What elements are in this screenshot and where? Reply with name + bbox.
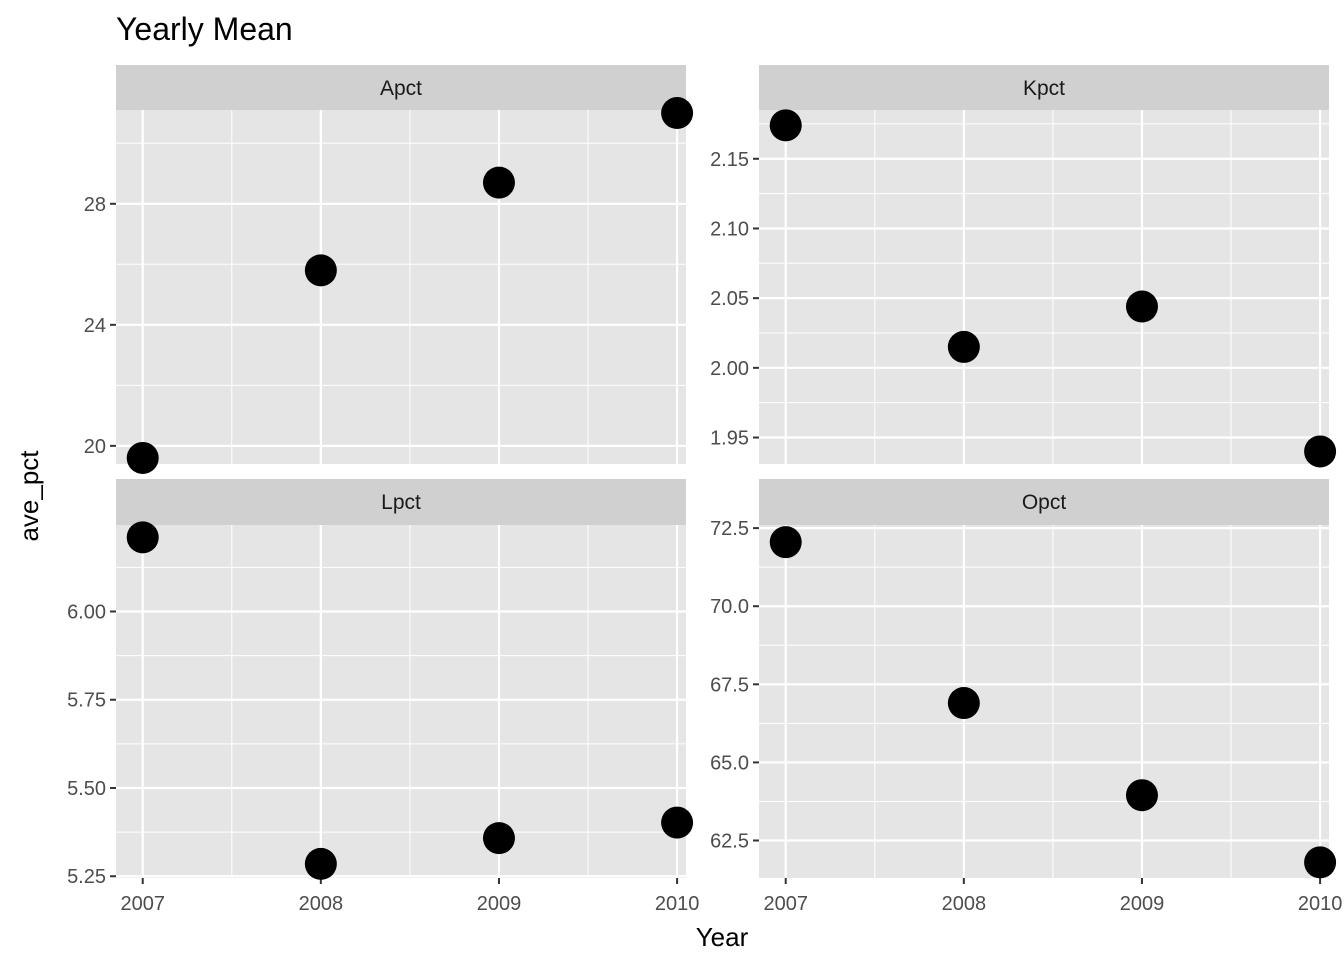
y-tick-label: 5.75 xyxy=(67,690,106,712)
x-axis-title: Year xyxy=(696,922,749,952)
data-point xyxy=(126,521,159,554)
grid-lines xyxy=(759,525,1329,878)
facet-panel-apct: Apct 20 24 28 xyxy=(84,65,694,474)
panel-background xyxy=(759,110,1329,464)
data-point xyxy=(661,97,694,130)
y-tick-label: 28 xyxy=(84,194,106,216)
facet-strip-label: Kpct xyxy=(1023,77,1065,100)
data-point xyxy=(1304,846,1337,879)
data-point xyxy=(304,254,337,287)
facet-strip xyxy=(116,479,686,525)
data-point xyxy=(1125,290,1158,323)
data-point xyxy=(947,687,980,720)
facet-strip-label: Apct xyxy=(380,77,422,100)
x-tick-label: 2008 xyxy=(942,893,987,915)
x-tick-label: 2007 xyxy=(120,893,165,915)
facet-strip xyxy=(759,479,1329,525)
data-point xyxy=(1125,779,1158,812)
data-point xyxy=(1304,435,1337,468)
chart-title: Yearly Mean xyxy=(116,11,293,47)
y-tick-label: 5.25 xyxy=(67,866,106,888)
facet-strip xyxy=(759,65,1329,110)
data-point xyxy=(947,330,980,363)
facet-panel-lpct: Lpct 5.25 5.50 5.75 6.00 2007 2008 2009 2010 xyxy=(67,479,699,915)
y-tick-label: 2.05 xyxy=(710,288,749,310)
panel-background xyxy=(759,525,1329,878)
data-point xyxy=(304,847,337,880)
data-point xyxy=(769,109,802,142)
panel-background xyxy=(116,525,686,878)
x-tick-label: 2009 xyxy=(1120,893,1165,915)
y-tick-label: 2.10 xyxy=(710,218,749,240)
data-point xyxy=(661,806,694,839)
y-tick-label: 70.0 xyxy=(710,596,749,618)
x-tick-label: 2010 xyxy=(1298,893,1343,915)
grid-lines xyxy=(759,110,1329,464)
y-tick-label: 67.5 xyxy=(710,674,749,696)
panel-background xyxy=(116,110,686,464)
x-tick-label: 2010 xyxy=(655,893,700,915)
y-tick-label: 24 xyxy=(84,315,106,337)
facet-panel-kpct: Kpct 1.95 2.00 2.05 2.10 2.15 xyxy=(710,65,1337,468)
facet-strip-label: Opct xyxy=(1022,491,1067,514)
facet-strip xyxy=(116,65,686,110)
y-tick-label: 65.0 xyxy=(710,752,749,774)
x-tick-label: 2007 xyxy=(763,893,808,915)
x-tick-label: 2008 xyxy=(299,893,344,915)
y-tick-label: 62.5 xyxy=(710,831,749,853)
grid-lines xyxy=(116,525,686,878)
y-tick-label: 2.15 xyxy=(710,149,749,171)
data-point xyxy=(126,441,159,474)
y-tick-label: 20 xyxy=(84,436,106,458)
facet-panel-opct: Opct 62.5 65.0 67.5 70.0 72.5 2007 2008 2009 2010 xyxy=(710,479,1342,915)
y-tick-label: 72.5 xyxy=(710,518,749,540)
y-tick-label: 1.95 xyxy=(710,428,749,450)
y-tick-label: 6.00 xyxy=(67,601,106,623)
grid-lines xyxy=(116,110,686,464)
x-tick-label: 2009 xyxy=(477,893,522,915)
y-tick-label: 5.50 xyxy=(67,778,106,800)
y-tick-label: 2.00 xyxy=(710,358,749,380)
data-point xyxy=(769,526,802,559)
facet-strip-label: Lpct xyxy=(381,491,421,514)
data-point xyxy=(482,166,515,199)
data-point xyxy=(482,822,515,855)
facet-panels: Apct 20 24 28 Kpct 1.95 2.00 2.05 2.10 2.15 Lpct 5.… xyxy=(67,65,1342,915)
y-axis-title: ave_pct xyxy=(14,450,44,542)
